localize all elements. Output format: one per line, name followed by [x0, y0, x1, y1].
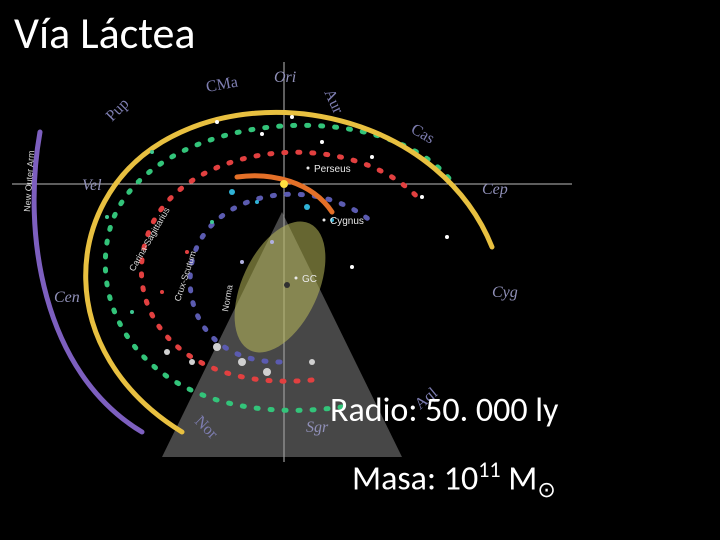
constellation-cyg: Cyg: [492, 284, 518, 301]
arm-label-crux-scutum: Crux-Scutum: [172, 250, 198, 303]
constellation-cen: Cen: [54, 289, 80, 306]
constellation-sgr: Sgr: [306, 419, 329, 436]
constellation-cas: Cas: [408, 121, 437, 148]
constellation-cep: Cep: [482, 181, 508, 198]
slide-title: Vía Láctea: [14, 6, 196, 60]
galactic-center-marker: [284, 282, 290, 288]
constellation-cma: CMa: [205, 74, 239, 96]
arm-label-norma: Norma: [220, 284, 235, 312]
sun-marker: [280, 180, 288, 188]
arm-label-gc: GC: [302, 274, 317, 285]
arm-label-perseus: Perseus: [314, 164, 351, 175]
constellation-vel: Vel: [82, 177, 102, 194]
masa-fact: Masa: 1011 M⊙: [352, 456, 556, 503]
slide: Vía Láctea Perseus Cygnus GC Norma Crux-Scut…: [0, 0, 720, 540]
constellation-pup: Pup: [103, 95, 133, 125]
masa-suffix: M: [501, 458, 538, 499]
arm-label-carina-sagittarius: Carina-Sagittarius: [127, 205, 172, 273]
arm-label-cygnus: Cygnus: [330, 216, 364, 227]
radio-fact: Radio: 50. 000 ly: [330, 390, 558, 431]
masa-exponent: 11: [478, 456, 500, 483]
constellation-ori: Ori: [274, 69, 296, 86]
masa-prefix: Masa: 10: [352, 458, 478, 499]
constellation-aur: Aur: [320, 87, 346, 117]
sun-symbol: ⊙: [537, 476, 556, 503]
